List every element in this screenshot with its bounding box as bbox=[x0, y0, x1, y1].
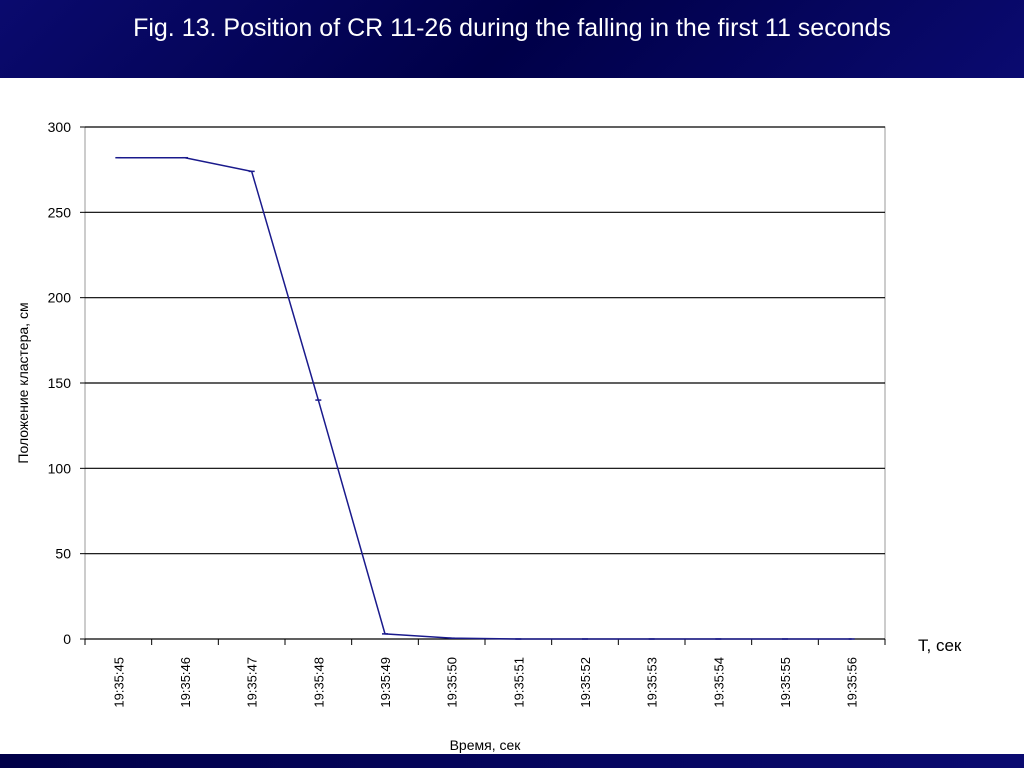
x-annotation: T, сек bbox=[918, 636, 962, 655]
y-axis-label: Положение кластера, см bbox=[15, 302, 31, 463]
chart-title: Fig. 13. Position of CR 11-26 during the… bbox=[133, 14, 891, 42]
y-tick-label: 250 bbox=[48, 204, 72, 220]
x-tick-label: 19:35:56 bbox=[845, 657, 860, 708]
x-tick-label: 19:35:49 bbox=[378, 657, 393, 708]
x-tick-label: 19:35:48 bbox=[311, 657, 326, 708]
y-tick-label: 150 bbox=[48, 375, 72, 391]
x-tick-label: 19:35:45 bbox=[111, 657, 126, 708]
footer-band bbox=[0, 754, 1024, 768]
x-tick-label: 19:35:46 bbox=[178, 657, 193, 708]
y-tick-label: 100 bbox=[48, 460, 72, 476]
y-tick-label: 0 bbox=[63, 631, 71, 647]
y-tick-label: 300 bbox=[48, 119, 72, 135]
y-tick-label: 50 bbox=[55, 546, 71, 562]
x-tick-label: 19:35:53 bbox=[645, 657, 660, 708]
header-band: Fig. 13. Position of CR 11-26 during the… bbox=[0, 0, 1024, 78]
x-tick-label: 19:35:50 bbox=[445, 657, 460, 708]
x-tick-label: 19:35:52 bbox=[578, 657, 593, 708]
x-tick-label: 19:35:47 bbox=[245, 657, 260, 708]
y-tick-label: 200 bbox=[48, 290, 72, 306]
x-axis-label: Время, сек bbox=[450, 737, 522, 753]
x-tick-label: 19:35:51 bbox=[511, 657, 526, 708]
x-tick-label: 19:35:55 bbox=[778, 657, 793, 708]
x-tick-label: 19:35:54 bbox=[711, 657, 726, 708]
data-line bbox=[118, 156, 852, 640]
